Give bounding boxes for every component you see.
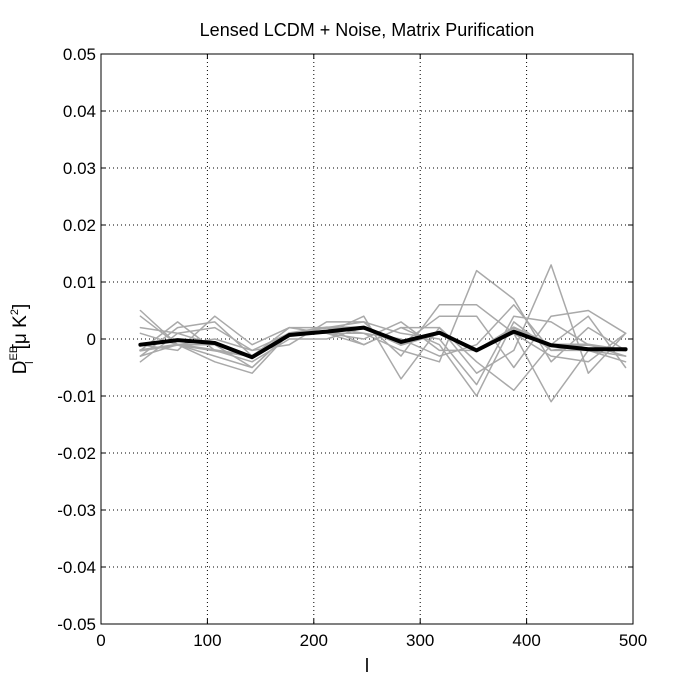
x-tick-label: 400 — [512, 631, 540, 650]
realization-series-line — [139, 304, 627, 363]
y-axis-label-unit-power: 2 — [9, 309, 21, 315]
x-axis-label: l — [365, 656, 369, 677]
x-tick-label: 500 — [619, 631, 647, 650]
y-axis-label: DEB l [μ K2] — [8, 304, 36, 374]
y-tick-label: -0.04 — [57, 558, 96, 577]
y-tick-label: 0.04 — [63, 102, 96, 121]
y-axis-label-close: ] — [10, 304, 31, 309]
y-tick-label: 0.01 — [63, 273, 96, 292]
y-tick-label: -0.05 — [57, 615, 96, 634]
y-tick-label: -0.03 — [57, 501, 96, 520]
realization-series-line — [139, 264, 627, 380]
series-layer — [138, 264, 628, 403]
realization-series-line — [139, 315, 627, 403]
x-tick-label: 0 — [96, 631, 105, 650]
y-axis-label-unit: [μ K — [10, 315, 31, 350]
x-tick-label: 100 — [193, 631, 221, 650]
realization-series-line — [139, 315, 627, 386]
y-tick-label: -0.02 — [57, 444, 96, 463]
tick-labels: 0 100 200 300 400 500 -0.05 -0.04 -0.03 -0.02 -0.0… — [57, 45, 647, 650]
x-tick-label: 300 — [406, 631, 434, 650]
y-tick-label: 0.03 — [63, 159, 96, 178]
y-tick-label: 0 — [87, 330, 96, 349]
y-axis-label-superscript: EB — [8, 346, 20, 361]
chart-title: Lensed LCDM + Noise, Matrix Purification — [200, 20, 535, 40]
y-axis-label-base: D — [10, 361, 31, 375]
y-tick-label: 0.02 — [63, 216, 96, 235]
y-tick-label: -0.01 — [57, 387, 96, 406]
y-axis-label-subscript: l — [24, 361, 36, 363]
ticks — [100, 53, 634, 625]
mean-series-line — [138, 325, 628, 360]
y-tick-label: 0.05 — [63, 45, 96, 64]
x-tick-label: 200 — [300, 631, 328, 650]
